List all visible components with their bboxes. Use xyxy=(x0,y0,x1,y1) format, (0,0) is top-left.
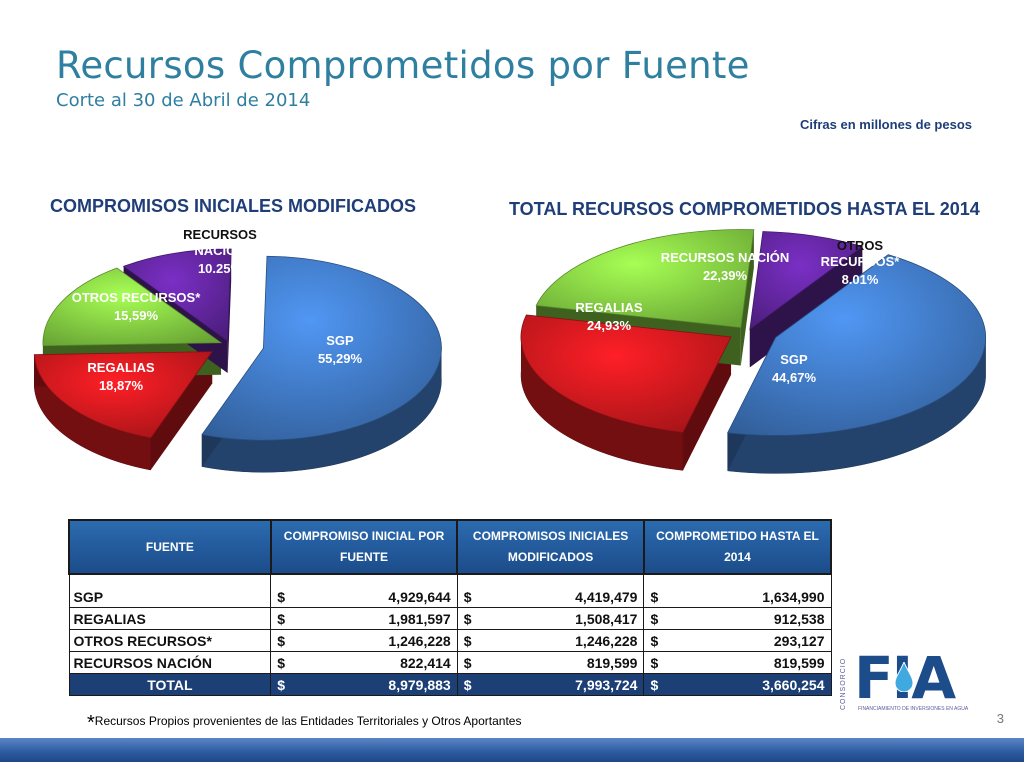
table-row: OTROS RECURSOS* $1,246,228 $1,246,228 $293,… xyxy=(68,629,832,652)
footer-bar xyxy=(0,738,1024,762)
amount: 1,634,990 xyxy=(762,589,825,605)
page-number: 3 xyxy=(996,711,1004,726)
fia-logo: CONSORCIO FIA FINANCIAMIENTO DE INVERSIO… xyxy=(840,644,970,714)
money-cell: $7,993,724 xyxy=(456,673,645,696)
slice-label: OTROS RECURSOS* 15,59% xyxy=(72,290,202,323)
currency-symbol: $ xyxy=(277,610,286,627)
slice-regalias xyxy=(520,314,732,433)
table-row: RECURSOS NACIÓN $822,414 $819,599 $819,599 xyxy=(68,651,832,674)
slice-label: RECURSOS NACIÓN 22,39% xyxy=(661,250,790,283)
pie-chart-compromisos-iniciales: SGP 55,29% REGALIAS 18,87% OTROS RECURSOS* 15… xyxy=(33,227,442,473)
amount: 1,246,228 xyxy=(575,632,638,649)
amount: 1,981,597 xyxy=(388,610,451,627)
amount: 4,419,479 xyxy=(575,589,638,605)
slice-regalias xyxy=(33,351,213,439)
currency-symbol: $ xyxy=(277,676,286,693)
header-comprometido-2014: COMPROMETIDO HASTA EL 2014 xyxy=(642,519,833,575)
chart2-title: TOTAL RECURSOS COMPROMETIDOS HASTA EL 20… xyxy=(509,199,980,219)
chart1-title: COMPROMISOS INICIALES MODIFICADOS xyxy=(50,196,417,216)
pie-chart-total-comprometidos: SGP 44,67% REGALIAS 24,93% RECURSOS NACIÓN 22… xyxy=(520,229,986,474)
slice-label: REGALIAS 24,93% xyxy=(575,300,643,333)
fuente-cell: RECURSOS NACIÓN xyxy=(68,651,272,674)
slice-label: SGP 55,29% xyxy=(318,333,363,366)
table-row: SGP $4,929,644 $4,419,479 $1,634,990 xyxy=(68,573,832,608)
currency-symbol: $ xyxy=(650,589,659,605)
money-cell: $293,127 xyxy=(643,629,832,652)
currency-symbol: $ xyxy=(650,632,659,649)
amount: 912,538 xyxy=(773,610,825,627)
logo-side-text: CONSORCIO xyxy=(840,657,847,710)
currency-symbol: $ xyxy=(650,654,659,671)
table-total-row: TOTAL $8,979,883 $7,993,724 $3,660,254 xyxy=(68,673,832,696)
slice-recursos-naci-n xyxy=(122,248,232,342)
logo-subtitle: FINANCIAMIENTO DE INVERSIONES EN AGUA xyxy=(858,706,969,712)
currency-symbol: $ xyxy=(463,589,472,605)
amount: 819,599 xyxy=(586,654,638,671)
table-header-row: FUENTE COMPROMISO INICIAL POR FUENTE COM… xyxy=(68,519,833,575)
slice-label: OTROS RECURSOS* 8.01% xyxy=(821,238,901,287)
slice-label: SGP 44,67% xyxy=(772,352,817,385)
fuente-cell: SGP xyxy=(68,573,272,608)
amount: 3,660,254 xyxy=(762,676,825,693)
currency-symbol: $ xyxy=(650,676,659,693)
data-table: FUENTE COMPROMISO INICIAL POR FUENTE COM… xyxy=(68,519,833,696)
money-cell: $4,929,644 xyxy=(270,573,458,608)
slice-sgp xyxy=(727,254,986,436)
amount: 7,993,724 xyxy=(575,676,638,693)
page-subtitle: Corte al 30 de Abril de 2014 xyxy=(56,90,311,111)
money-cell: $819,599 xyxy=(643,651,832,674)
header-compromisos-modificados: COMPROMISOS INICIALES MODIFICADOS xyxy=(456,519,645,575)
page-title: Recursos Comprometidos por Fuente xyxy=(56,44,750,87)
slice-wall xyxy=(740,229,754,366)
amount: 1,508,417 xyxy=(575,610,638,627)
currency-symbol: $ xyxy=(463,610,472,627)
currency-symbol: $ xyxy=(277,632,286,649)
footnote: *Recursos Propios provenientes de las En… xyxy=(87,708,522,734)
money-cell: $1,634,990 xyxy=(643,573,832,608)
slice-otros-recursos- xyxy=(749,231,864,331)
amount: 1,246,228 xyxy=(388,632,451,649)
water-drop-icon xyxy=(894,662,914,692)
amount: 4,929,644 xyxy=(388,589,451,605)
slice-sgp xyxy=(201,255,442,441)
money-cell: $819,599 xyxy=(456,651,645,674)
money-cell: $1,981,597 xyxy=(270,607,458,630)
slice-label: RECURSOS NACIÓN 10.25% xyxy=(183,227,257,276)
currency-symbol: $ xyxy=(650,610,659,627)
table-row: REGALIAS $1,981,597 $1,508,417 $912,538 xyxy=(68,607,832,630)
money-cell: $1,246,228 xyxy=(456,629,645,652)
header-compromiso-inicial: COMPROMISO INICIAL POR FUENTE xyxy=(269,519,459,575)
money-cell: $1,246,228 xyxy=(270,629,458,652)
money-cell: $4,419,479 xyxy=(456,573,645,608)
currency-symbol: $ xyxy=(277,654,286,671)
footnote-text: Recursos Propios provenientes de las Ent… xyxy=(94,714,522,728)
header-fuente: FUENTE xyxy=(68,519,272,575)
money-cell: $912,538 xyxy=(643,607,832,630)
fuente-cell: REGALIAS xyxy=(68,607,272,630)
slice-recursos-naci-n xyxy=(535,229,755,328)
money-cell: $3,660,254 xyxy=(643,673,832,696)
units-note: Cifras en millones de pesos xyxy=(800,117,972,132)
slice-label: REGALIAS 18,87% xyxy=(87,360,155,393)
amount: 819,599 xyxy=(773,654,825,671)
money-cell: $822,414 xyxy=(270,651,458,674)
money-cell: $1,508,417 xyxy=(456,607,645,630)
fuente-cell: OTROS RECURSOS* xyxy=(68,629,272,652)
money-cell: $8,979,883 xyxy=(270,673,458,696)
amount: 8,979,883 xyxy=(388,676,451,693)
slice-otros-recursos- xyxy=(42,267,223,347)
total-label: TOTAL xyxy=(68,673,272,696)
currency-symbol: $ xyxy=(463,654,472,671)
amount: 822,414 xyxy=(400,654,451,671)
amount: 293,127 xyxy=(773,632,825,649)
footnote-star: * xyxy=(87,712,95,734)
currency-symbol: $ xyxy=(463,632,472,649)
currency-symbol: $ xyxy=(277,589,286,605)
currency-symbol: $ xyxy=(463,676,472,693)
